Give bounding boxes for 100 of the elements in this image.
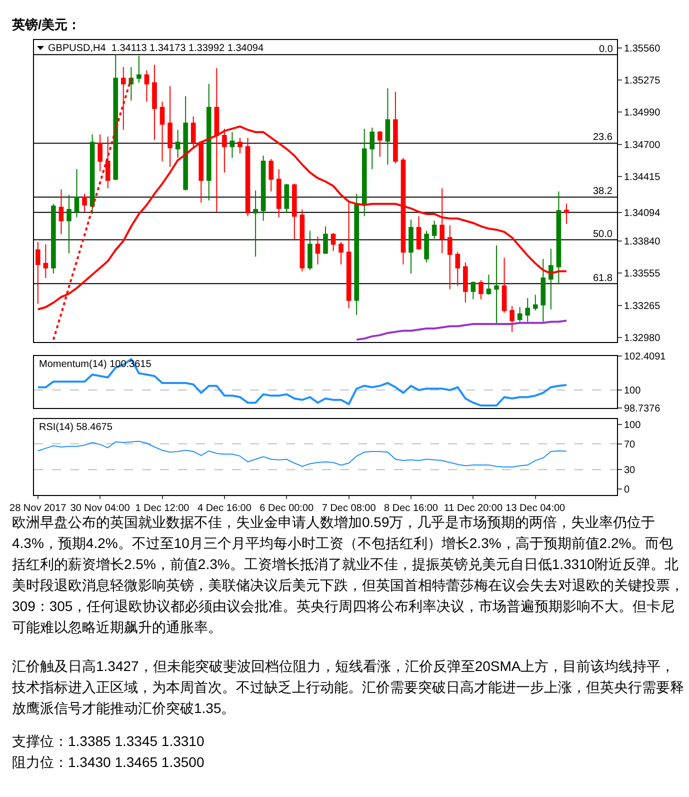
candlestick <box>502 257 507 314</box>
candlestick <box>168 86 172 168</box>
y-tick-label: 1.34990 <box>624 107 661 118</box>
candlestick <box>58 188 64 235</box>
candlestick <box>362 128 367 217</box>
x-tick-label: 1 Dec 12:00 <box>135 503 190 514</box>
candlestick <box>66 194 72 254</box>
candlestick <box>354 193 359 316</box>
x-tick-label: 8 Dec 16:00 <box>384 503 438 514</box>
candlestick <box>455 252 460 286</box>
candlestick <box>98 134 102 172</box>
candlestick <box>370 127 375 170</box>
candlestick <box>432 220 437 240</box>
y-tick-label: 98.7376 <box>624 403 661 414</box>
candlestick <box>230 132 235 158</box>
y-tick-label: 1.34094 <box>624 208 661 219</box>
candlestick <box>35 242 40 304</box>
y-tick-label: 1.33840 <box>624 236 661 248</box>
candlestick <box>128 66 134 102</box>
candlestick <box>292 183 297 240</box>
x-tick-label: 30 Nov 04:00 <box>70 503 130 514</box>
candlestick <box>113 54 118 181</box>
y-tick-label: 100 <box>624 386 642 397</box>
line-series <box>36 358 568 407</box>
annotation: 61.8 <box>593 273 613 284</box>
candlestick <box>308 230 312 271</box>
annotation: 23.6 <box>593 132 613 143</box>
y-tick-label: 70 <box>624 439 636 450</box>
candlestick <box>222 128 227 173</box>
candlestick <box>447 224 452 290</box>
candlestick <box>510 306 514 332</box>
annotation: 0.0 <box>599 44 614 55</box>
candlestick <box>556 191 562 284</box>
x-tick-label: 6 Dec 00:00 <box>260 503 314 514</box>
text: 支撑位：1.3385 1.3345 1.3310 <box>12 732 206 751</box>
y-tick-label: 0 <box>624 484 630 496</box>
text: 阻力位：1.3430 1.3465 1.3500 <box>12 753 206 772</box>
candlestick <box>323 226 328 254</box>
candlestick <box>82 193 87 212</box>
candlestick <box>440 188 444 254</box>
candlestick <box>330 232 336 252</box>
candlestick <box>183 96 188 191</box>
candlestick <box>300 209 305 272</box>
y-tick-label: 1.34700 <box>624 140 661 151</box>
text: 汇价触及日高1.3427，但未能突破斐波回档位阻力，短线看涨，汇价反弹至20SMA上方，目前该均线持平，技术指标进入正区域，为本周首次。不过缺乏上行动能。汇价需要突破日高才能进一步上涨，但英央行需要释放鹰派信号才能推动汇价突破1.35。 <box>12 657 684 718</box>
candlestick <box>494 244 499 324</box>
annotation: 38.2 <box>593 186 613 197</box>
candlestick <box>400 157 406 265</box>
candlestick <box>517 306 522 322</box>
candlestick <box>393 91 398 164</box>
candlestick <box>152 64 157 140</box>
candlestick <box>486 274 492 296</box>
candlestick <box>315 236 320 265</box>
candlestick <box>378 130 382 158</box>
candlestick <box>245 137 250 217</box>
candlestick <box>175 129 180 158</box>
y-tick-label: 1.32980 <box>624 332 661 344</box>
chart-subtitle: GBPUSD,H4 1.34113 1.34173 1.33992 1.34094 <box>48 43 264 54</box>
candlestick <box>525 298 530 322</box>
x-tick-label: 13 Dec 04:00 <box>506 503 566 514</box>
candlestick <box>160 101 165 162</box>
candlestick <box>51 203 56 274</box>
candlestick <box>540 258 546 322</box>
text: 欧洲早盘公布的英国就业数据不佳，失业金申请人数增加0.59万，几乎是市场预期的两倍，失业率仍位于4.3%，预期4.2%。不过至10月三个月平均每小时工资（不包括红利）增长2.3%，高于预期前值2.2%。而包括红利的薪资增长2.5%，前值2.3%。工资增长抵消了就业不佳，提振英镑兑美元自日低1.3310附近反弹。北美时段退欧消息轻微影响英镑，美联储决议后美元下跌，但英国首相特蕾莎梅在议会失去对退欧的关键投票，309：305，任何退欧协议都必须由议会批准。英央行周四将公布利率决议，市场普遍预期影响不大。但卡尼可能难以忽略近期飙升的通胀率。 <box>12 513 684 637</box>
y-tick-label: 102.4091 <box>624 352 666 363</box>
candlestick <box>548 248 554 310</box>
candlestick <box>408 219 414 274</box>
x-tick-label: 4 Dec 16:00 <box>197 503 252 514</box>
candlestick <box>253 190 258 258</box>
y-tick-label: 1.33265 <box>624 300 661 312</box>
x-tick-label: 7 Dec 08:00 <box>322 503 376 514</box>
candlestick <box>284 183 290 214</box>
candlestick <box>238 137 242 154</box>
chart-title: RSI(14) 58.4675 <box>39 422 113 433</box>
y-tick-label: 100 <box>624 420 642 431</box>
candlestick <box>105 136 110 189</box>
candlestick <box>144 70 150 102</box>
line-series <box>37 440 567 468</box>
candlestick <box>260 155 266 222</box>
candlestick <box>136 55 142 84</box>
candlestick <box>276 168 282 218</box>
y-tick-label: 1.35560 <box>624 43 661 54</box>
y-tick-label: 1.35275 <box>624 75 661 86</box>
candlestick <box>338 242 344 265</box>
candlestick <box>74 168 80 218</box>
x-tick-label: 28 Nov 2017 <box>10 503 67 514</box>
candlestick <box>43 244 48 278</box>
candlestick <box>463 262 468 304</box>
candlestick <box>424 230 429 263</box>
candlestick <box>90 134 95 214</box>
candlestick <box>532 294 538 311</box>
x-tick-label: 11 Dec 20:00 <box>444 503 503 514</box>
candlestick <box>268 158 274 192</box>
y-tick-label: 1.34415 <box>624 172 661 183</box>
candlestick <box>385 88 390 166</box>
chart-title: 英镑/美元： <box>12 16 81 34</box>
candlestick <box>478 280 484 300</box>
y-tick-label: 30 <box>624 465 636 476</box>
annotation: 50.0 <box>593 229 613 240</box>
line-series <box>356 320 568 341</box>
